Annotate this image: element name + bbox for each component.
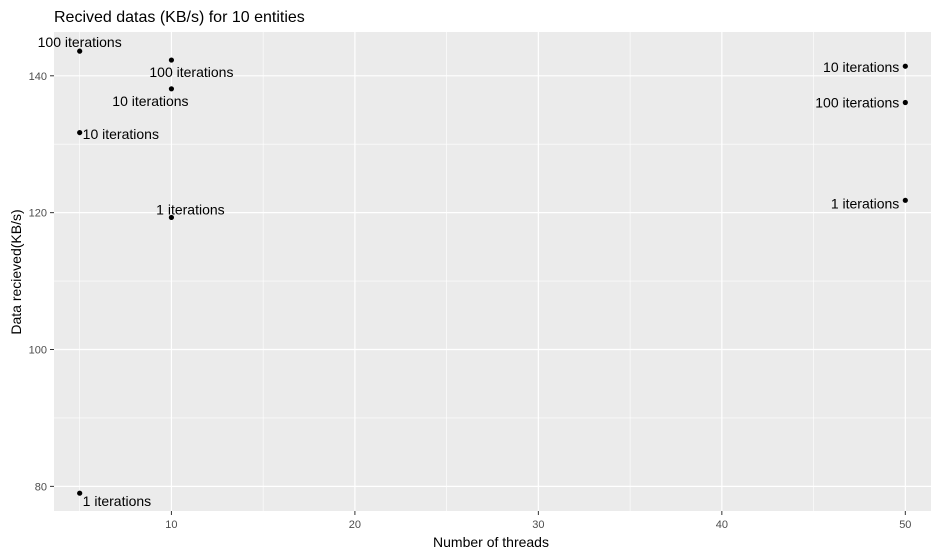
data-points [77,48,908,496]
data-point [77,129,83,136]
point-labels: 100 iterations 10 iterations 1 iterations 1… [38,34,900,509]
y-tick-label: 80 [35,481,47,493]
y-tick-label: 120 [29,208,47,220]
point-label: 10 iterations [83,126,159,142]
point-label: 1 iterations [83,493,151,509]
y-axis: 80 100 120 140 [29,71,54,493]
plot-panel [54,32,931,511]
data-point [168,57,175,63]
data-point [902,63,908,69]
x-tick-label: 50 [899,519,911,531]
data-point [168,86,175,92]
data-point [77,48,83,54]
data-point [77,490,83,496]
y-axis-title: Data recieved(KB/s) [8,209,24,334]
x-tick-label: 40 [716,519,728,531]
point-label: 1 iterations [156,201,224,217]
y-tick-label: 100 [29,345,47,357]
point-label: 10 iterations [112,93,188,109]
x-tick-label: 20 [349,519,361,531]
data-point [168,214,175,221]
chart-title: Recived datas (KB/s) for 10 entities [54,9,305,26]
point-label: 100 iterations [149,64,233,80]
point-label: 100 iterations [815,94,899,110]
minor-gridlines [54,32,931,511]
x-axis: 10 20 30 40 50 [165,511,911,531]
data-point [902,197,908,203]
x-tick-label: 10 [165,519,177,531]
x-axis-title: Number of threads [433,534,549,550]
point-label: 100 iterations [38,34,122,50]
point-label: 10 iterations [823,59,899,75]
x-tick-label: 30 [532,519,544,531]
major-gridlines [54,32,931,511]
data-point [902,99,908,106]
y-tick-label: 140 [29,71,47,83]
point-label: 1 iterations [831,195,899,211]
